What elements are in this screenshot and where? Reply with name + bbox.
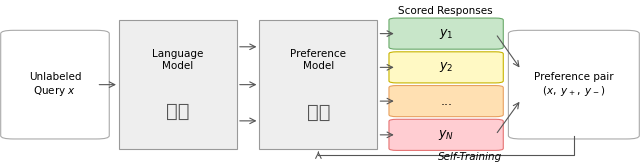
Text: Self-Training: Self-Training: [438, 152, 502, 162]
Text: Language
Model: Language Model: [152, 49, 204, 71]
Text: 👎👍: 👎👍: [307, 103, 330, 122]
Text: Scored Responses: Scored Responses: [399, 6, 493, 16]
Text: Preference
Model: Preference Model: [291, 49, 346, 71]
Text: $y_N$: $y_N$: [438, 128, 454, 142]
Text: 🗨🗨: 🗨🗨: [166, 101, 189, 121]
FancyBboxPatch shape: [389, 119, 503, 150]
Text: ...: ...: [440, 95, 452, 108]
Text: Preference pair
$(x,\ y_+,\ y_-)$: Preference pair $(x,\ y_+,\ y_-)$: [534, 72, 614, 98]
FancyBboxPatch shape: [1, 30, 109, 139]
FancyBboxPatch shape: [389, 18, 503, 49]
FancyBboxPatch shape: [508, 30, 639, 139]
Text: $y_1$: $y_1$: [439, 27, 453, 41]
Text: Unlabeled
Query $x$: Unlabeled Query $x$: [29, 72, 81, 98]
Text: $y_2$: $y_2$: [439, 60, 453, 74]
FancyBboxPatch shape: [119, 20, 237, 149]
FancyBboxPatch shape: [389, 85, 503, 117]
FancyBboxPatch shape: [259, 20, 378, 149]
FancyBboxPatch shape: [389, 52, 503, 83]
